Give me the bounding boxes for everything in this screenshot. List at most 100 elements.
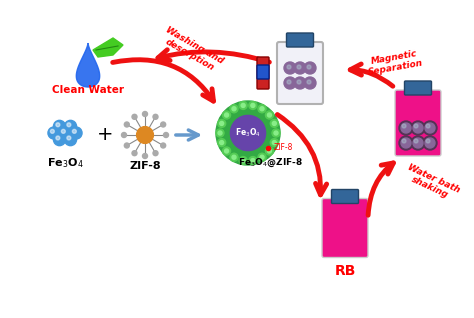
Text: +: + [97,126,113,144]
Circle shape [239,156,247,165]
Circle shape [307,65,311,69]
Text: Washing and
desorption: Washing and desorption [159,25,225,75]
FancyBboxPatch shape [257,65,269,79]
Circle shape [423,121,437,135]
Circle shape [230,115,265,151]
Text: Water bath
shaking: Water bath shaking [402,162,462,204]
Circle shape [304,62,316,74]
Circle shape [272,141,276,145]
Circle shape [251,159,255,162]
Circle shape [241,103,245,107]
Circle shape [241,159,245,162]
Circle shape [267,149,272,153]
Circle shape [216,129,224,137]
Circle shape [218,131,222,135]
Circle shape [223,111,230,119]
Circle shape [425,123,435,133]
Circle shape [413,123,423,133]
Circle shape [287,65,291,69]
Circle shape [260,107,264,111]
Circle shape [294,77,306,89]
Circle shape [219,121,224,125]
Text: Fe$_3$O$_4$: Fe$_3$O$_4$ [235,127,261,139]
Circle shape [137,127,154,143]
Circle shape [426,139,430,143]
Text: Clean Water: Clean Water [52,85,124,95]
Circle shape [230,153,238,161]
Circle shape [307,80,311,84]
Circle shape [132,151,137,156]
Circle shape [54,134,65,146]
Circle shape [284,77,296,89]
Circle shape [218,139,226,147]
Circle shape [153,151,158,156]
Circle shape [425,138,435,148]
Circle shape [399,136,413,150]
Circle shape [402,139,406,143]
Circle shape [56,136,60,140]
Circle shape [258,105,266,113]
Circle shape [232,107,236,111]
Circle shape [64,120,76,133]
FancyBboxPatch shape [395,90,441,156]
Text: Fe$_3$O$_4$@ZIF-8: Fe$_3$O$_4$@ZIF-8 [237,157,302,169]
Text: ZIF-8: ZIF-8 [274,143,293,153]
FancyBboxPatch shape [404,81,431,95]
Circle shape [401,123,411,133]
Circle shape [426,124,430,128]
Circle shape [67,123,71,127]
Polygon shape [76,43,100,87]
Circle shape [272,121,276,125]
Circle shape [413,138,423,148]
Circle shape [216,101,280,165]
Circle shape [258,153,266,161]
Circle shape [54,120,65,133]
FancyBboxPatch shape [257,57,269,89]
Circle shape [50,129,55,133]
Circle shape [218,120,226,128]
Polygon shape [93,38,123,57]
Circle shape [143,112,147,116]
Text: Fe$_3$O$_4$: Fe$_3$O$_4$ [47,156,83,170]
Circle shape [265,147,273,155]
Circle shape [297,80,301,84]
Circle shape [304,77,316,89]
Circle shape [401,138,411,148]
Circle shape [270,139,278,147]
Circle shape [124,122,129,127]
FancyBboxPatch shape [286,33,313,47]
Circle shape [61,129,65,133]
Circle shape [272,129,280,137]
Circle shape [121,133,127,137]
Circle shape [59,127,71,139]
Circle shape [260,155,264,159]
Circle shape [161,122,166,127]
Circle shape [73,129,76,133]
Circle shape [287,80,291,84]
Circle shape [225,113,228,117]
FancyBboxPatch shape [277,42,323,104]
Circle shape [284,62,296,74]
Circle shape [297,65,301,69]
Circle shape [414,124,418,128]
Circle shape [239,101,247,109]
Circle shape [232,155,236,159]
Circle shape [274,131,278,135]
Circle shape [270,120,278,128]
Circle shape [64,134,76,146]
Circle shape [56,123,60,127]
Circle shape [249,156,257,165]
Text: ZIF-8: ZIF-8 [129,161,161,171]
Circle shape [225,149,228,153]
FancyBboxPatch shape [322,198,368,258]
Circle shape [67,136,71,140]
Circle shape [411,136,425,150]
Circle shape [411,121,425,135]
Circle shape [267,113,272,117]
Circle shape [423,136,437,150]
Circle shape [230,105,238,113]
Circle shape [124,143,129,148]
Circle shape [414,139,418,143]
Circle shape [265,111,273,119]
Circle shape [223,147,230,155]
